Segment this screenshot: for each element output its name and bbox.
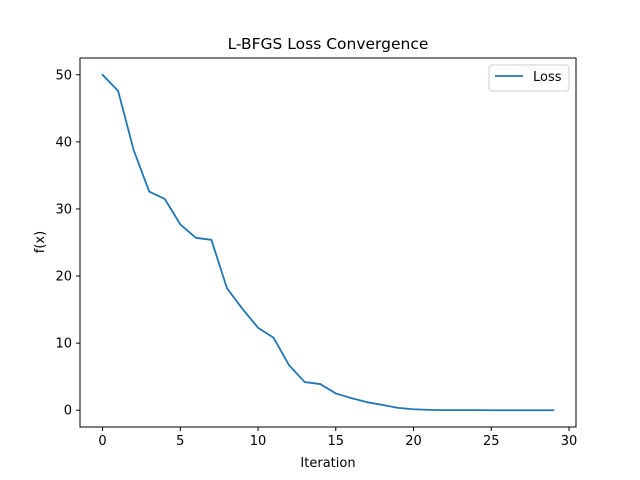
x-tick-label: 30 [561, 434, 578, 449]
x-tick-label: 20 [405, 434, 422, 449]
series-line-loss [101, 73, 555, 412]
x-tick-label: 15 [328, 434, 345, 449]
legend-box [488, 64, 570, 92]
y-tick-label: 30 [55, 202, 72, 217]
x-tick-label: 5 [176, 434, 184, 449]
x-tick-label: 25 [483, 434, 500, 449]
legend: Loss [488, 64, 570, 92]
x-axis-label: Iteration [300, 456, 355, 471]
y-tick-label: 40 [55, 135, 72, 150]
y-tick-label: 10 [55, 337, 72, 352]
x-tick-label: 10 [250, 434, 267, 449]
y-axis-label: f(x) [33, 231, 48, 253]
y-tick-label: 0 [64, 404, 72, 419]
plot-area: 0 5 10 15 20 25 30 0 10 20 30 40 50 [55, 57, 578, 449]
x-tick-label: 0 [98, 434, 106, 449]
legend-label-loss: Loss [533, 70, 562, 85]
chart-title: L-BFGS Loss Convergence [228, 35, 429, 53]
y-tick-label: 50 [55, 68, 72, 83]
axes-frame [79, 57, 577, 428]
y-tick-label: 20 [55, 270, 72, 285]
